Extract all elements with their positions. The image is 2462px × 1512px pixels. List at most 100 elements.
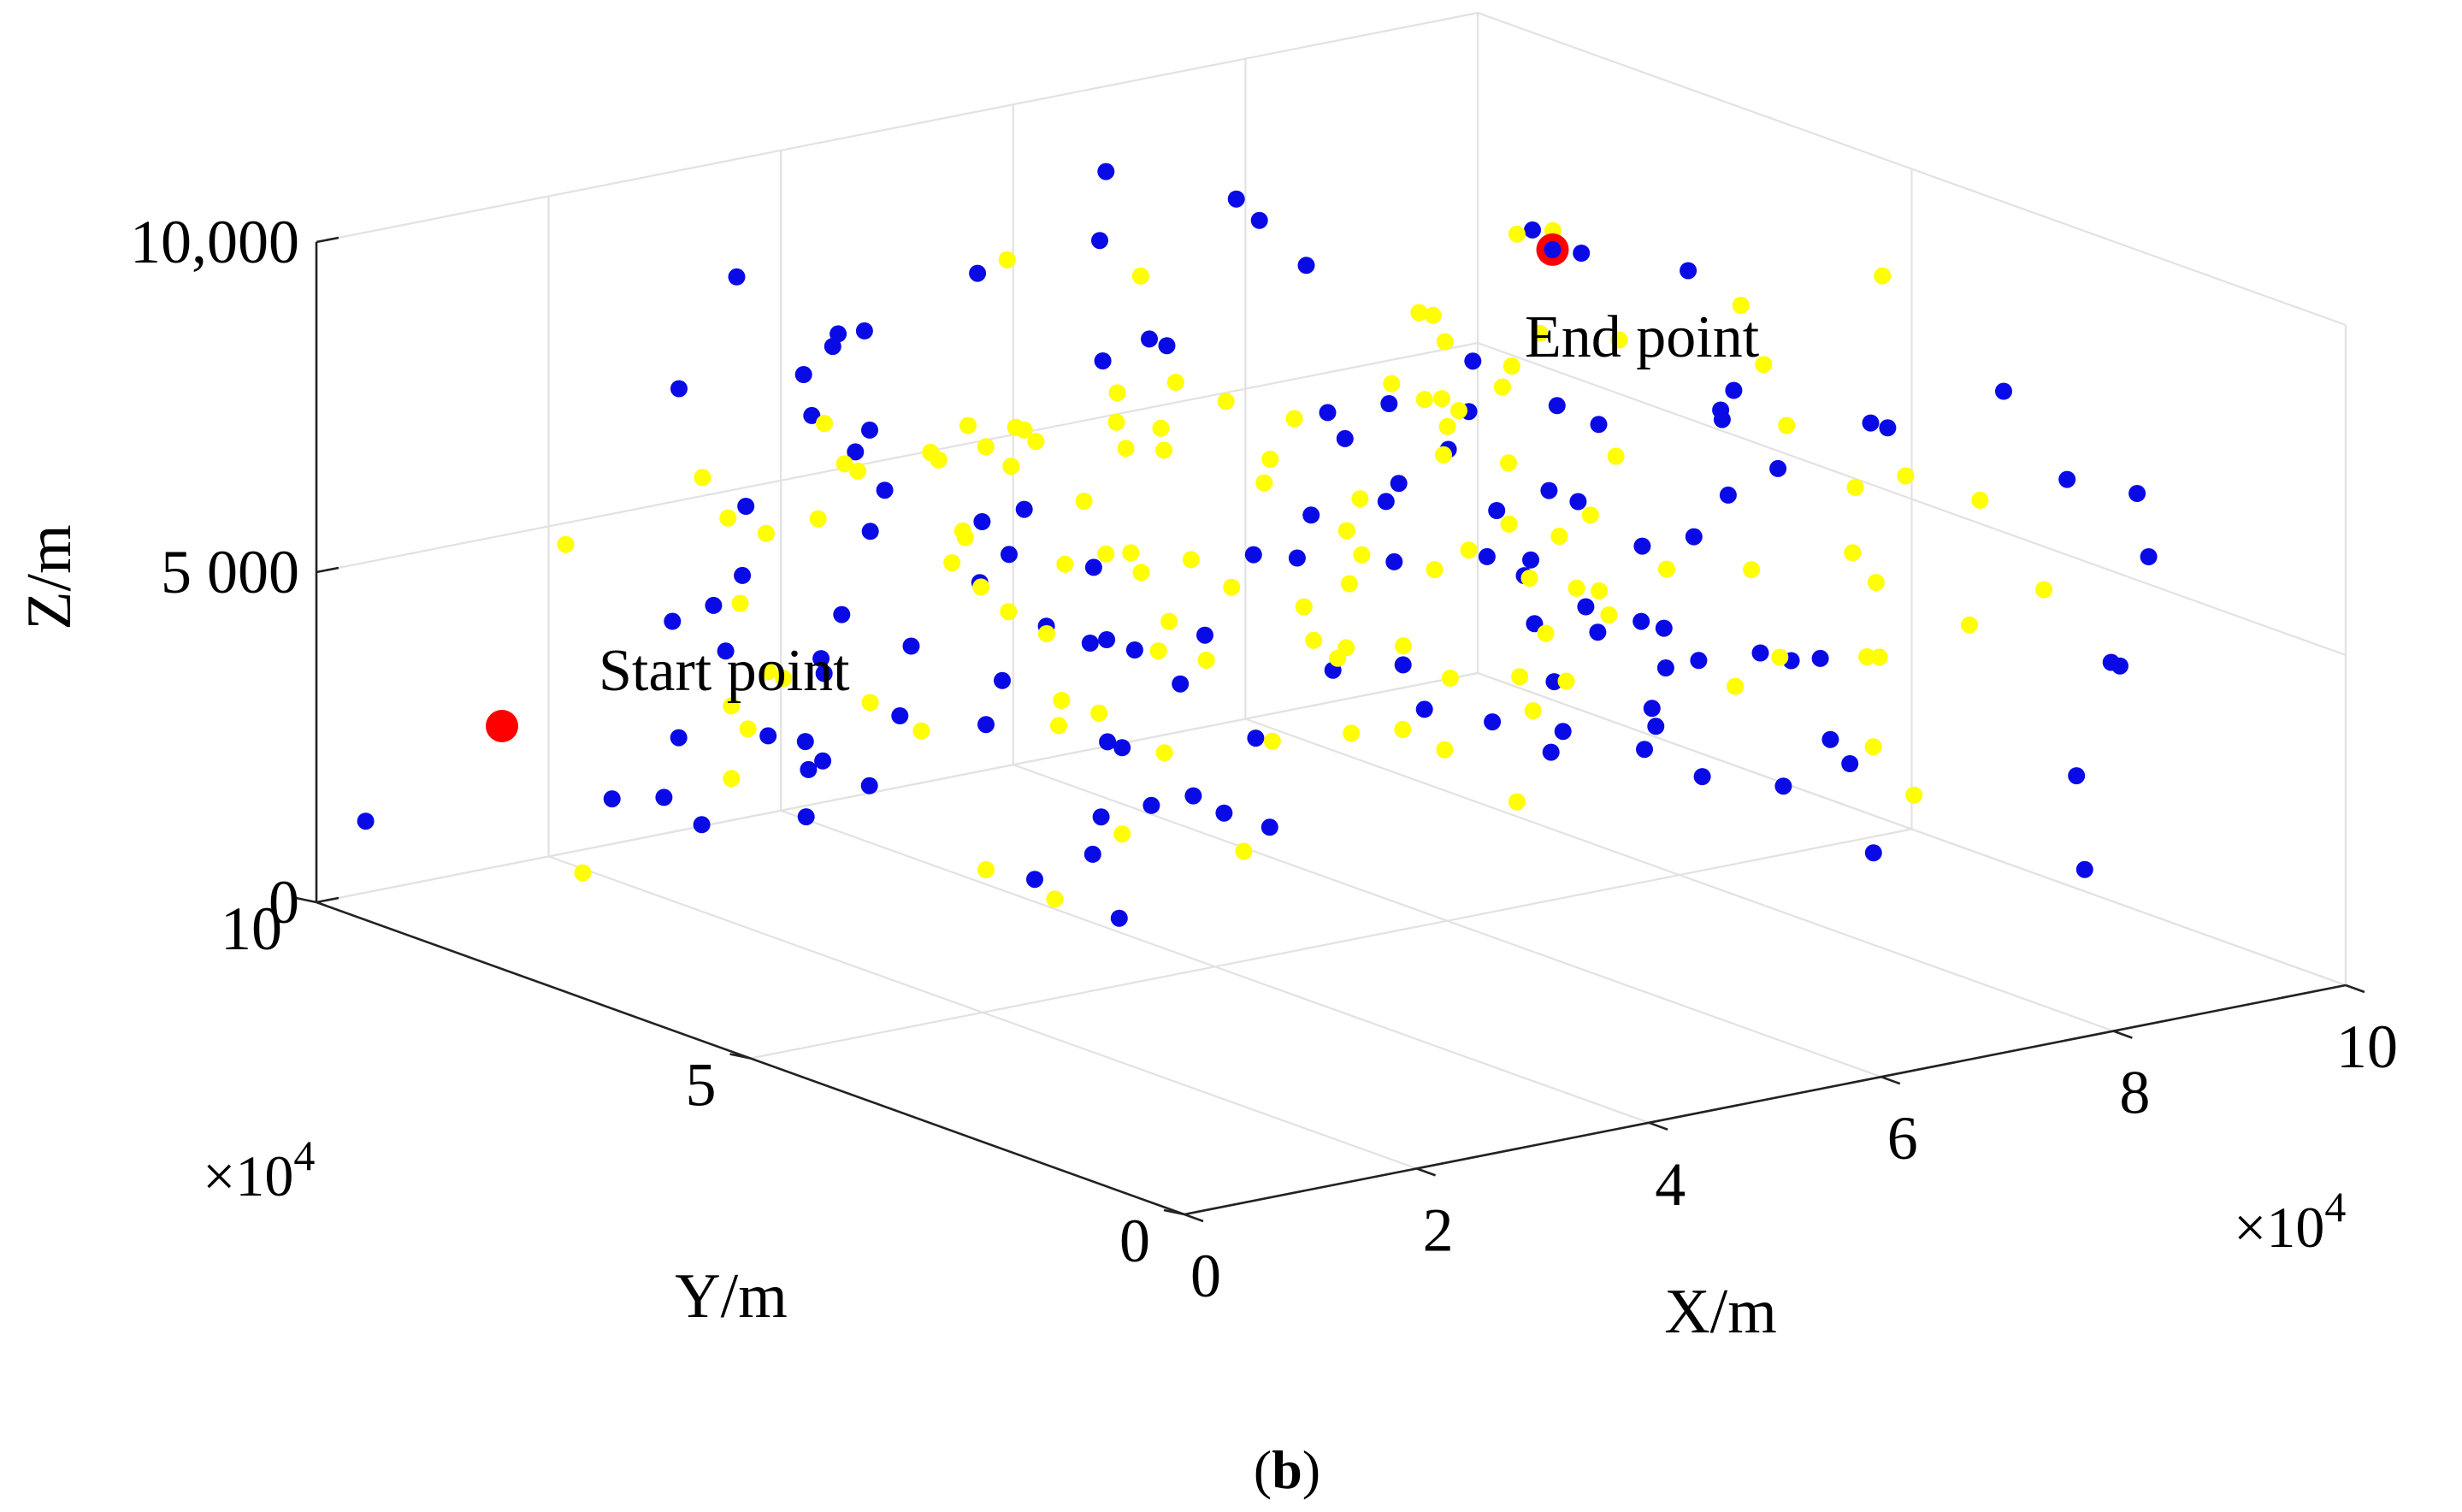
blue-point xyxy=(1542,743,1560,761)
yellow-point xyxy=(1778,416,1796,434)
yellow-point xyxy=(1027,433,1045,451)
blue-point xyxy=(803,406,821,424)
blue-point xyxy=(2111,657,2128,675)
blue-point xyxy=(1084,558,1102,576)
blue-point xyxy=(977,716,995,734)
blue-point xyxy=(1633,537,1651,555)
blue-point xyxy=(1141,330,1158,348)
blue-point xyxy=(1288,549,1306,567)
yellow-point xyxy=(1166,374,1184,391)
yellow-point xyxy=(1971,491,1989,509)
yellow-point xyxy=(1905,786,1923,804)
blue-point xyxy=(830,325,847,343)
yellow-point xyxy=(731,594,749,612)
blue-point xyxy=(734,566,752,584)
yellow-point xyxy=(1441,670,1459,687)
yellow-point xyxy=(1002,458,1020,475)
blue-point xyxy=(1385,552,1403,570)
yellow-point xyxy=(809,510,827,528)
z-tick xyxy=(316,236,339,244)
yellow-point xyxy=(1090,704,1108,722)
x-tick xyxy=(1416,1167,1437,1177)
blue-point xyxy=(800,760,818,778)
x-tick-label: 4 xyxy=(1655,1150,1686,1219)
z-tick xyxy=(316,566,339,574)
yellow-point xyxy=(1846,478,1864,496)
yellow-point xyxy=(1433,390,1450,408)
y-scale-multiplier: ×104 xyxy=(203,1131,315,1208)
yellow-point xyxy=(930,451,948,469)
yellow-point xyxy=(1537,624,1555,642)
yellow-point xyxy=(1874,267,1892,285)
blue-point xyxy=(847,443,865,461)
yellow-point xyxy=(1113,825,1131,843)
x-tick-label: 2 xyxy=(1423,1196,1454,1264)
x-tick-label: 8 xyxy=(2119,1059,2150,1127)
side-wall-grid-line xyxy=(1477,11,2347,327)
yellow-point xyxy=(1056,555,1074,573)
blue-point xyxy=(1656,659,1674,676)
blue-point xyxy=(603,790,621,808)
yellow-point xyxy=(954,522,971,540)
blue-point xyxy=(728,268,746,286)
yellow-point xyxy=(1261,451,1279,468)
z-tick xyxy=(316,896,339,904)
x-scale-multiplier: ×104 xyxy=(2234,1183,2346,1260)
blue-point xyxy=(2075,860,2093,878)
blue-point xyxy=(1862,414,1880,432)
blue-point xyxy=(1158,337,1176,355)
yellow-point xyxy=(1097,545,1115,563)
yellow-point xyxy=(1394,721,1412,738)
yellow-point xyxy=(1155,441,1173,459)
yellow-point xyxy=(1353,546,1371,564)
yellow-point xyxy=(739,720,757,738)
yellow-point xyxy=(1383,375,1401,393)
yellow-point xyxy=(1122,544,1140,562)
blue-point xyxy=(1172,675,1190,693)
x-axis-title: X/m xyxy=(1664,1277,1777,1347)
yellow-point xyxy=(1131,267,1149,285)
blue-point xyxy=(1774,777,1792,795)
blue-point xyxy=(1655,619,1673,637)
blue-point xyxy=(2058,470,2076,488)
yellow-point xyxy=(1961,616,1978,634)
blue-point xyxy=(1821,730,1839,748)
blue-point xyxy=(1545,673,1563,691)
blue-point xyxy=(693,816,711,834)
yellow-point xyxy=(1343,724,1361,742)
blue-point xyxy=(876,481,894,499)
y-axis-title: Y/m xyxy=(675,1261,788,1332)
yellow-point xyxy=(1149,642,1167,660)
yellow-point xyxy=(1508,225,1526,243)
end-point-label: End point xyxy=(1525,304,1760,370)
axis-layer xyxy=(295,236,2365,1223)
y-scale-base: ×10 xyxy=(203,1143,293,1208)
blue-point xyxy=(1297,257,1315,275)
yellow-point xyxy=(723,697,741,715)
yellow-point xyxy=(1295,598,1313,616)
yellow-point xyxy=(1000,603,1018,621)
yellow-point xyxy=(1557,672,1575,690)
blue-point xyxy=(1769,459,1787,477)
blue-point xyxy=(860,777,878,794)
yellow-point xyxy=(1755,356,1773,374)
blue-point xyxy=(1227,190,1245,208)
yellow-point xyxy=(1223,578,1241,596)
panel-label: (b) xyxy=(1254,1439,1320,1500)
yellow-point xyxy=(1053,692,1071,709)
blue-point xyxy=(1083,845,1101,863)
yellow-point xyxy=(1743,561,1761,579)
blue-point xyxy=(1142,796,1160,814)
blue-point xyxy=(891,707,909,724)
yellow-point xyxy=(1410,304,1428,322)
x-axis-line xyxy=(1184,983,2347,1216)
blue-point xyxy=(1464,352,1482,370)
z-tick-label: 5 000 xyxy=(161,538,299,606)
blue-point xyxy=(1690,652,1708,670)
yellow-point xyxy=(1531,324,1549,342)
yellow-point xyxy=(1285,410,1303,428)
yellow-point xyxy=(1117,440,1135,458)
yellow-point xyxy=(1424,306,1442,324)
yellow-point xyxy=(1727,677,1745,695)
yellow-point xyxy=(757,524,775,542)
